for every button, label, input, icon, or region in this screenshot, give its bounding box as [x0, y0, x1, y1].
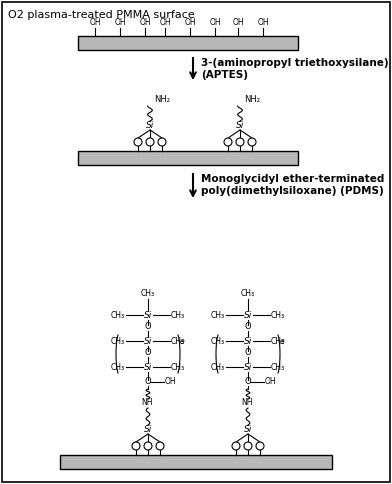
- Text: CH₃: CH₃: [111, 311, 125, 319]
- Text: Si: Si: [144, 336, 152, 346]
- Text: CH₃: CH₃: [111, 336, 125, 346]
- Text: Si: Si: [144, 425, 152, 435]
- Text: poly(dimethylsiloxane) (PDMS): poly(dimethylsiloxane) (PDMS): [201, 186, 384, 196]
- Circle shape: [156, 442, 164, 450]
- Text: Si: Si: [244, 425, 252, 435]
- Text: OH: OH: [257, 18, 269, 27]
- Text: O: O: [145, 348, 151, 357]
- Text: Si: Si: [244, 311, 252, 319]
- Text: O: O: [245, 377, 251, 386]
- Text: OH: OH: [265, 378, 277, 387]
- Text: CH₃: CH₃: [171, 336, 185, 346]
- Circle shape: [146, 138, 154, 146]
- Text: CH₃: CH₃: [171, 311, 185, 319]
- Text: CH₃: CH₃: [271, 363, 285, 372]
- Bar: [78, 36, 298, 50]
- Text: NH: NH: [141, 398, 153, 407]
- Text: OH: OH: [114, 18, 126, 27]
- Text: CH₃: CH₃: [111, 363, 125, 372]
- Text: e: e: [280, 337, 285, 346]
- Text: CH₃: CH₃: [171, 363, 185, 372]
- Text: OH: OH: [209, 18, 221, 27]
- Text: CH₃: CH₃: [271, 336, 285, 346]
- Text: CH₃: CH₃: [211, 363, 225, 372]
- Circle shape: [144, 442, 152, 450]
- Text: Si: Si: [236, 121, 244, 131]
- Text: OH: OH: [232, 18, 244, 27]
- Text: NH₂: NH₂: [244, 95, 260, 104]
- Text: CH₃: CH₃: [271, 311, 285, 319]
- Circle shape: [158, 138, 166, 146]
- Text: OH: OH: [159, 18, 171, 27]
- Bar: [60, 455, 332, 469]
- Text: Monoglycidyl ether-terminated: Monoglycidyl ether-terminated: [201, 174, 385, 184]
- Text: CH₃: CH₃: [211, 311, 225, 319]
- Circle shape: [224, 138, 232, 146]
- Text: OH: OH: [139, 18, 151, 27]
- Text: NH₂: NH₂: [154, 95, 170, 104]
- Text: (APTES): (APTES): [201, 70, 248, 80]
- Text: OH: OH: [184, 18, 196, 27]
- Bar: [78, 151, 298, 165]
- Circle shape: [232, 442, 240, 450]
- Text: Si: Si: [144, 363, 152, 372]
- Text: 3-(aminopropyl triethoxysilane): 3-(aminopropyl triethoxysilane): [201, 58, 388, 68]
- Circle shape: [244, 442, 252, 450]
- Text: Si: Si: [144, 311, 152, 319]
- Text: O: O: [145, 377, 151, 386]
- Circle shape: [256, 442, 264, 450]
- Text: OH: OH: [165, 378, 177, 387]
- Text: NH: NH: [241, 398, 253, 407]
- Circle shape: [248, 138, 256, 146]
- Text: CH₃: CH₃: [241, 289, 255, 298]
- Text: e: e: [180, 337, 185, 346]
- Text: Si: Si: [244, 363, 252, 372]
- Text: O: O: [245, 348, 251, 357]
- Text: CH₃: CH₃: [141, 289, 155, 298]
- Text: O2 plasma-treated PMMA surface: O2 plasma-treated PMMA surface: [8, 10, 195, 20]
- Circle shape: [134, 138, 142, 146]
- Text: OH: OH: [89, 18, 101, 27]
- Text: O: O: [145, 322, 151, 331]
- Text: Si: Si: [244, 336, 252, 346]
- Text: Si: Si: [146, 121, 154, 131]
- Text: CH₃: CH₃: [211, 336, 225, 346]
- Circle shape: [132, 442, 140, 450]
- Text: O: O: [245, 322, 251, 331]
- Circle shape: [236, 138, 244, 146]
